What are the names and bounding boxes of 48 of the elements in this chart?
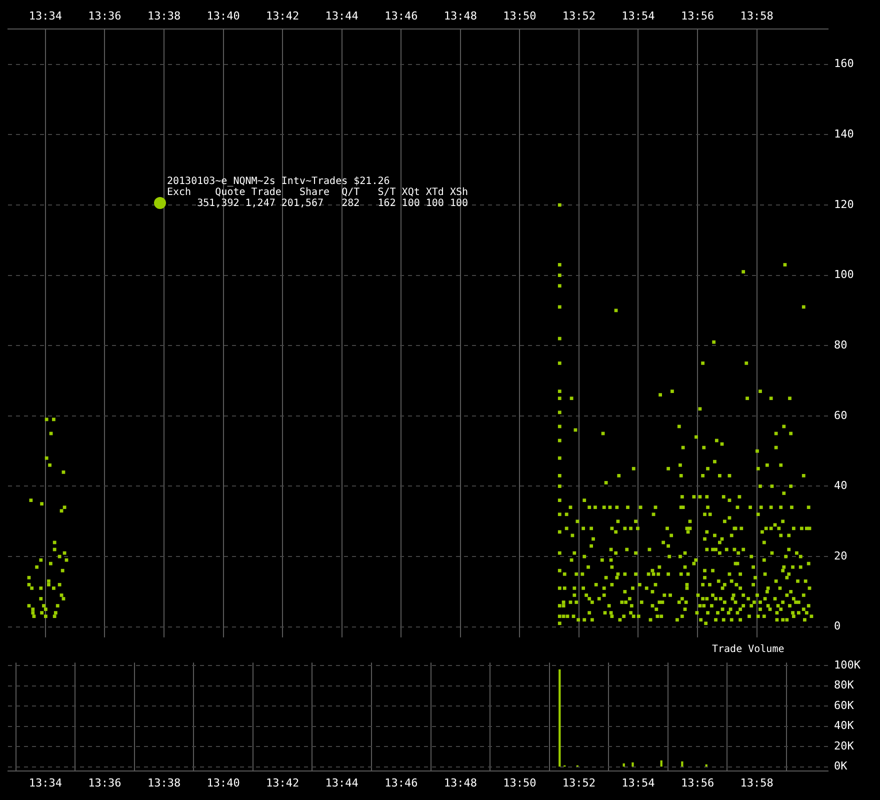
x-tick-label: 13:48 xyxy=(444,776,477,790)
y-tick-label: 60 xyxy=(834,408,848,422)
x-tick-label: 13:56 xyxy=(680,776,714,790)
y-tick-label: 120 xyxy=(834,198,854,211)
y-tick-label: 40 xyxy=(834,479,848,492)
x-tick-label: 13:56 xyxy=(680,9,714,22)
y-tick-label: 80K xyxy=(834,678,854,692)
annotation: 351,392 1,247 201,567 282 162 100 100 100 xyxy=(196,198,468,209)
x-tick-label: 13:50 xyxy=(503,9,536,22)
x-tick-label: 13:34 xyxy=(28,776,62,790)
annotation: 20130103~e_NQNM~2s Intv~Trades $21.26 xyxy=(167,176,390,187)
x-tick-label: 13:42 xyxy=(266,776,300,790)
x-tick-label: 13:36 xyxy=(88,9,122,22)
x-tick-label: 13:52 xyxy=(562,9,596,22)
bar xyxy=(558,669,561,767)
y-tick-label: 0 xyxy=(834,620,841,633)
y-tick-label: 160 xyxy=(834,57,854,70)
bar xyxy=(632,762,634,767)
x-tick-label: 13:50 xyxy=(503,776,536,790)
y-tick-label: 60K xyxy=(834,698,854,712)
y-tick-label: 140 xyxy=(834,128,854,141)
x-tick-label: 13:36 xyxy=(88,776,122,790)
x-tick-label: 13:42 xyxy=(266,9,300,22)
x-tick-label: 13:48 xyxy=(444,9,477,22)
x-tick-label: 13:52 xyxy=(562,776,596,790)
y-tick-label: 100 xyxy=(834,268,854,282)
x-tick-label: 13:46 xyxy=(384,776,418,790)
y-tick-label: 20K xyxy=(834,739,854,752)
annotation: Exch Quote Trade Share Q/T S/T XQt XTd XSh xyxy=(167,187,468,198)
y-tick-label: 100K xyxy=(834,658,861,672)
y-tick-label: 80 xyxy=(834,338,848,352)
x-tick-label: 13:34 xyxy=(28,9,62,22)
x-tick-label: 13:58 xyxy=(740,776,774,790)
x-tick-label: 13:54 xyxy=(622,776,656,790)
chart-title: Trade Volume xyxy=(712,644,784,655)
y-tick-label: 20 xyxy=(834,549,848,562)
x-tick-label: 13:44 xyxy=(325,9,359,22)
x-tick-label: 13:44 xyxy=(325,776,359,790)
x-tick-label: 13:58 xyxy=(740,9,774,22)
x-tick-label: 13:38 xyxy=(147,776,181,790)
x-tick-label: 13:40 xyxy=(206,776,240,790)
y-tick-label: 40K xyxy=(834,719,854,732)
bar xyxy=(681,761,684,767)
x-tick-label: 13:54 xyxy=(622,9,656,22)
x-tick-label: 13:46 xyxy=(384,9,418,22)
x-tick-label: 13:38 xyxy=(147,9,181,22)
y-tick-label: 0K xyxy=(834,760,848,773)
x-tick-label: 13:40 xyxy=(206,9,240,22)
